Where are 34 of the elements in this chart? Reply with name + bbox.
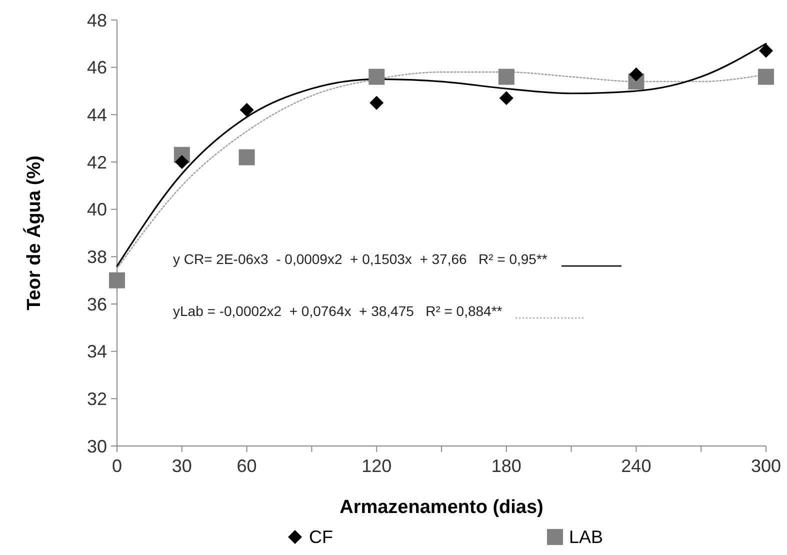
point: [498, 68, 514, 85]
point: [240, 102, 254, 117]
y-tick-label: 44: [86, 104, 107, 125]
x-tick-label: 300: [750, 456, 782, 476]
x-tick-label: 240: [621, 456, 652, 476]
annotation: yLab = -0,0002x2 + 0,0764x + 38,475 R² = 0,884**: [173, 303, 503, 319]
x-tick-label: 180: [491, 456, 522, 476]
y-tick-label: 30: [86, 436, 107, 456]
point: [629, 67, 644, 82]
x-tick-label: 0: [112, 456, 122, 476]
y-tick-label: 40: [86, 200, 107, 220]
x-axis-title: Armazenamento (dias): [340, 497, 544, 518]
y-tick-label: 48: [86, 10, 107, 30]
point: [238, 149, 255, 166]
legend-label: CF: [309, 527, 333, 547]
y-tick-label: 38: [86, 246, 107, 267]
x-tick-label: 60: [236, 456, 257, 476]
point: [368, 68, 385, 85]
y-axis-title: Teor de Água (%): [23, 156, 45, 310]
point: [758, 68, 774, 85]
x-tick-label: 120: [362, 456, 392, 476]
y-tick-label: 32: [86, 388, 107, 409]
point: [759, 44, 773, 58]
point: [499, 91, 514, 106]
y-tick-label: 46: [86, 58, 107, 78]
point: [109, 272, 125, 288]
y-tick-label: 42: [86, 152, 107, 172]
point: [174, 155, 189, 169]
point: [370, 96, 384, 110]
y-tick-label: 34: [86, 342, 107, 362]
annotation: y CR= 2E-06x3 - 0,0009x2 + 0,1503x + 37,66 R² = 0,95**: [173, 251, 548, 267]
x-tick-label: 30: [172, 456, 192, 476]
y-tick-label: 36: [86, 294, 107, 314]
legend-label: LAB: [569, 527, 604, 547]
